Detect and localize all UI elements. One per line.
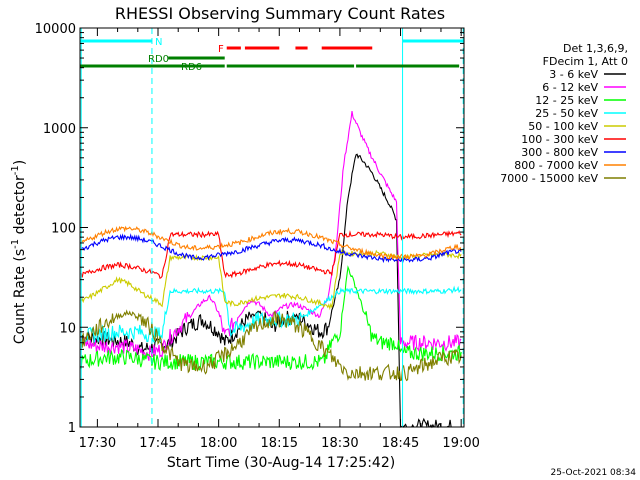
y-tick-label: 10000 [35, 22, 76, 37]
plot-area: N F RD0 RD6 1 10 100 1000 10000 17:30 17:45 18:00 18… [35, 22, 480, 451]
series-line [80, 230, 462, 279]
x-tick-label: 17:30 [79, 436, 116, 451]
legend-entry-label: 7000 - 15000 keV [500, 172, 598, 185]
y-tick-label: 100 [51, 222, 76, 237]
legend-entry-label: 12 - 25 keV [535, 94, 598, 107]
series-line [80, 309, 462, 382]
y-tick-label: 10 [59, 321, 76, 336]
y-axis-label: Count Rate (s-1 detector-1) [10, 160, 28, 344]
flag-label: F [218, 44, 224, 55]
x-tick-label: 18:30 [321, 436, 358, 451]
x-tick-label: 18:00 [200, 436, 237, 451]
series-line [80, 265, 462, 371]
legend-entry-label: 6 - 12 keV [542, 81, 598, 94]
plot-frame [79, 27, 465, 428]
legend-entry-label: 100 - 300 keV [521, 133, 598, 146]
chart-title: RHESSI Observing Summary Count Rates [115, 4, 445, 23]
series-line [80, 153, 462, 429]
x-tick-label: 17:45 [139, 436, 176, 451]
series-line [80, 111, 462, 361]
y-tick-label: 1 [68, 421, 76, 436]
legend-entry-label: 50 - 100 keV [528, 120, 598, 133]
legend-entry-label: 3 - 6 keV [549, 68, 598, 81]
legend-entry-label: 25 - 50 keV [535, 107, 598, 120]
flag-label: RD6 [181, 62, 202, 73]
timestamp: 25-Oct-2021 08:34 [551, 468, 637, 478]
legend-entry-label: 800 - 7000 keV [514, 159, 598, 172]
series-line [80, 248, 462, 311]
x-tick-label: 19:00 [442, 436, 479, 451]
legend-header: FDecim 1, Att 0 [543, 55, 628, 68]
legend-entry-label: 300 - 800 keV [521, 146, 598, 159]
x-tick-label: 18:15 [261, 436, 298, 451]
flag-label: N [155, 37, 162, 48]
y-tick-label: 1000 [43, 122, 76, 137]
series-line [80, 225, 462, 261]
x-tick-label: 18:45 [382, 436, 419, 451]
legend-header: Det 1,3,6,9, [563, 42, 628, 55]
series-line [80, 233, 462, 265]
flag-label: RD0 [148, 54, 169, 65]
x-axis-label: Start Time (30-Aug-14 17:25:42) [167, 455, 395, 471]
